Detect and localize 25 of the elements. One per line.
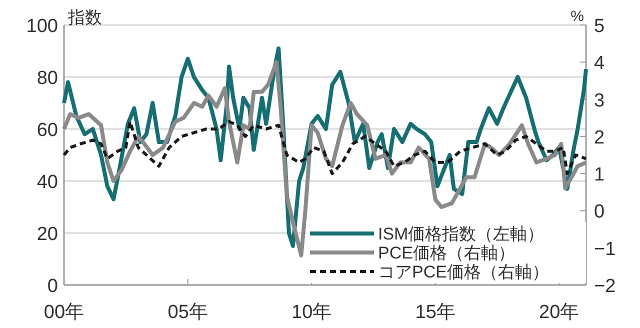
y2-tick-label: −2: [594, 276, 616, 297]
y2-tick-label: 1: [594, 164, 605, 186]
y-tick-label: 0: [47, 276, 58, 297]
legend-label: コアPCE価格（右軸）: [378, 262, 549, 282]
y-tick-label: 20: [36, 224, 58, 245]
y-tick-label: 40: [36, 172, 58, 193]
x-tick-label: 00年: [44, 302, 84, 323]
y2-tick-label: 2: [594, 127, 605, 148]
y-tick-label: 100: [26, 16, 58, 37]
legend-label: ISM価格指数（左軸）: [378, 224, 544, 244]
line-series: [62, 120, 588, 176]
legend-label: PCE価格（右軸）: [378, 244, 515, 262]
y2-tick-label: 4: [594, 53, 605, 74]
x-tick-label: 10年: [292, 302, 332, 323]
y2-axis-title: %: [570, 8, 584, 25]
y-tick-label: 60: [36, 120, 58, 141]
x-tick-label: 15年: [415, 302, 456, 323]
y-axis-title: 指数: [67, 8, 102, 27]
y2-tick-label: 5: [594, 16, 605, 37]
y2-tick-label: 0: [594, 202, 605, 223]
y-tick-label: 80: [36, 68, 58, 89]
x-tick-label: 05年: [168, 302, 208, 323]
x-tick-label: 20年: [539, 302, 580, 323]
y2-tick-label: 3: [594, 90, 605, 112]
y2-tick-label: −1: [594, 238, 616, 260]
